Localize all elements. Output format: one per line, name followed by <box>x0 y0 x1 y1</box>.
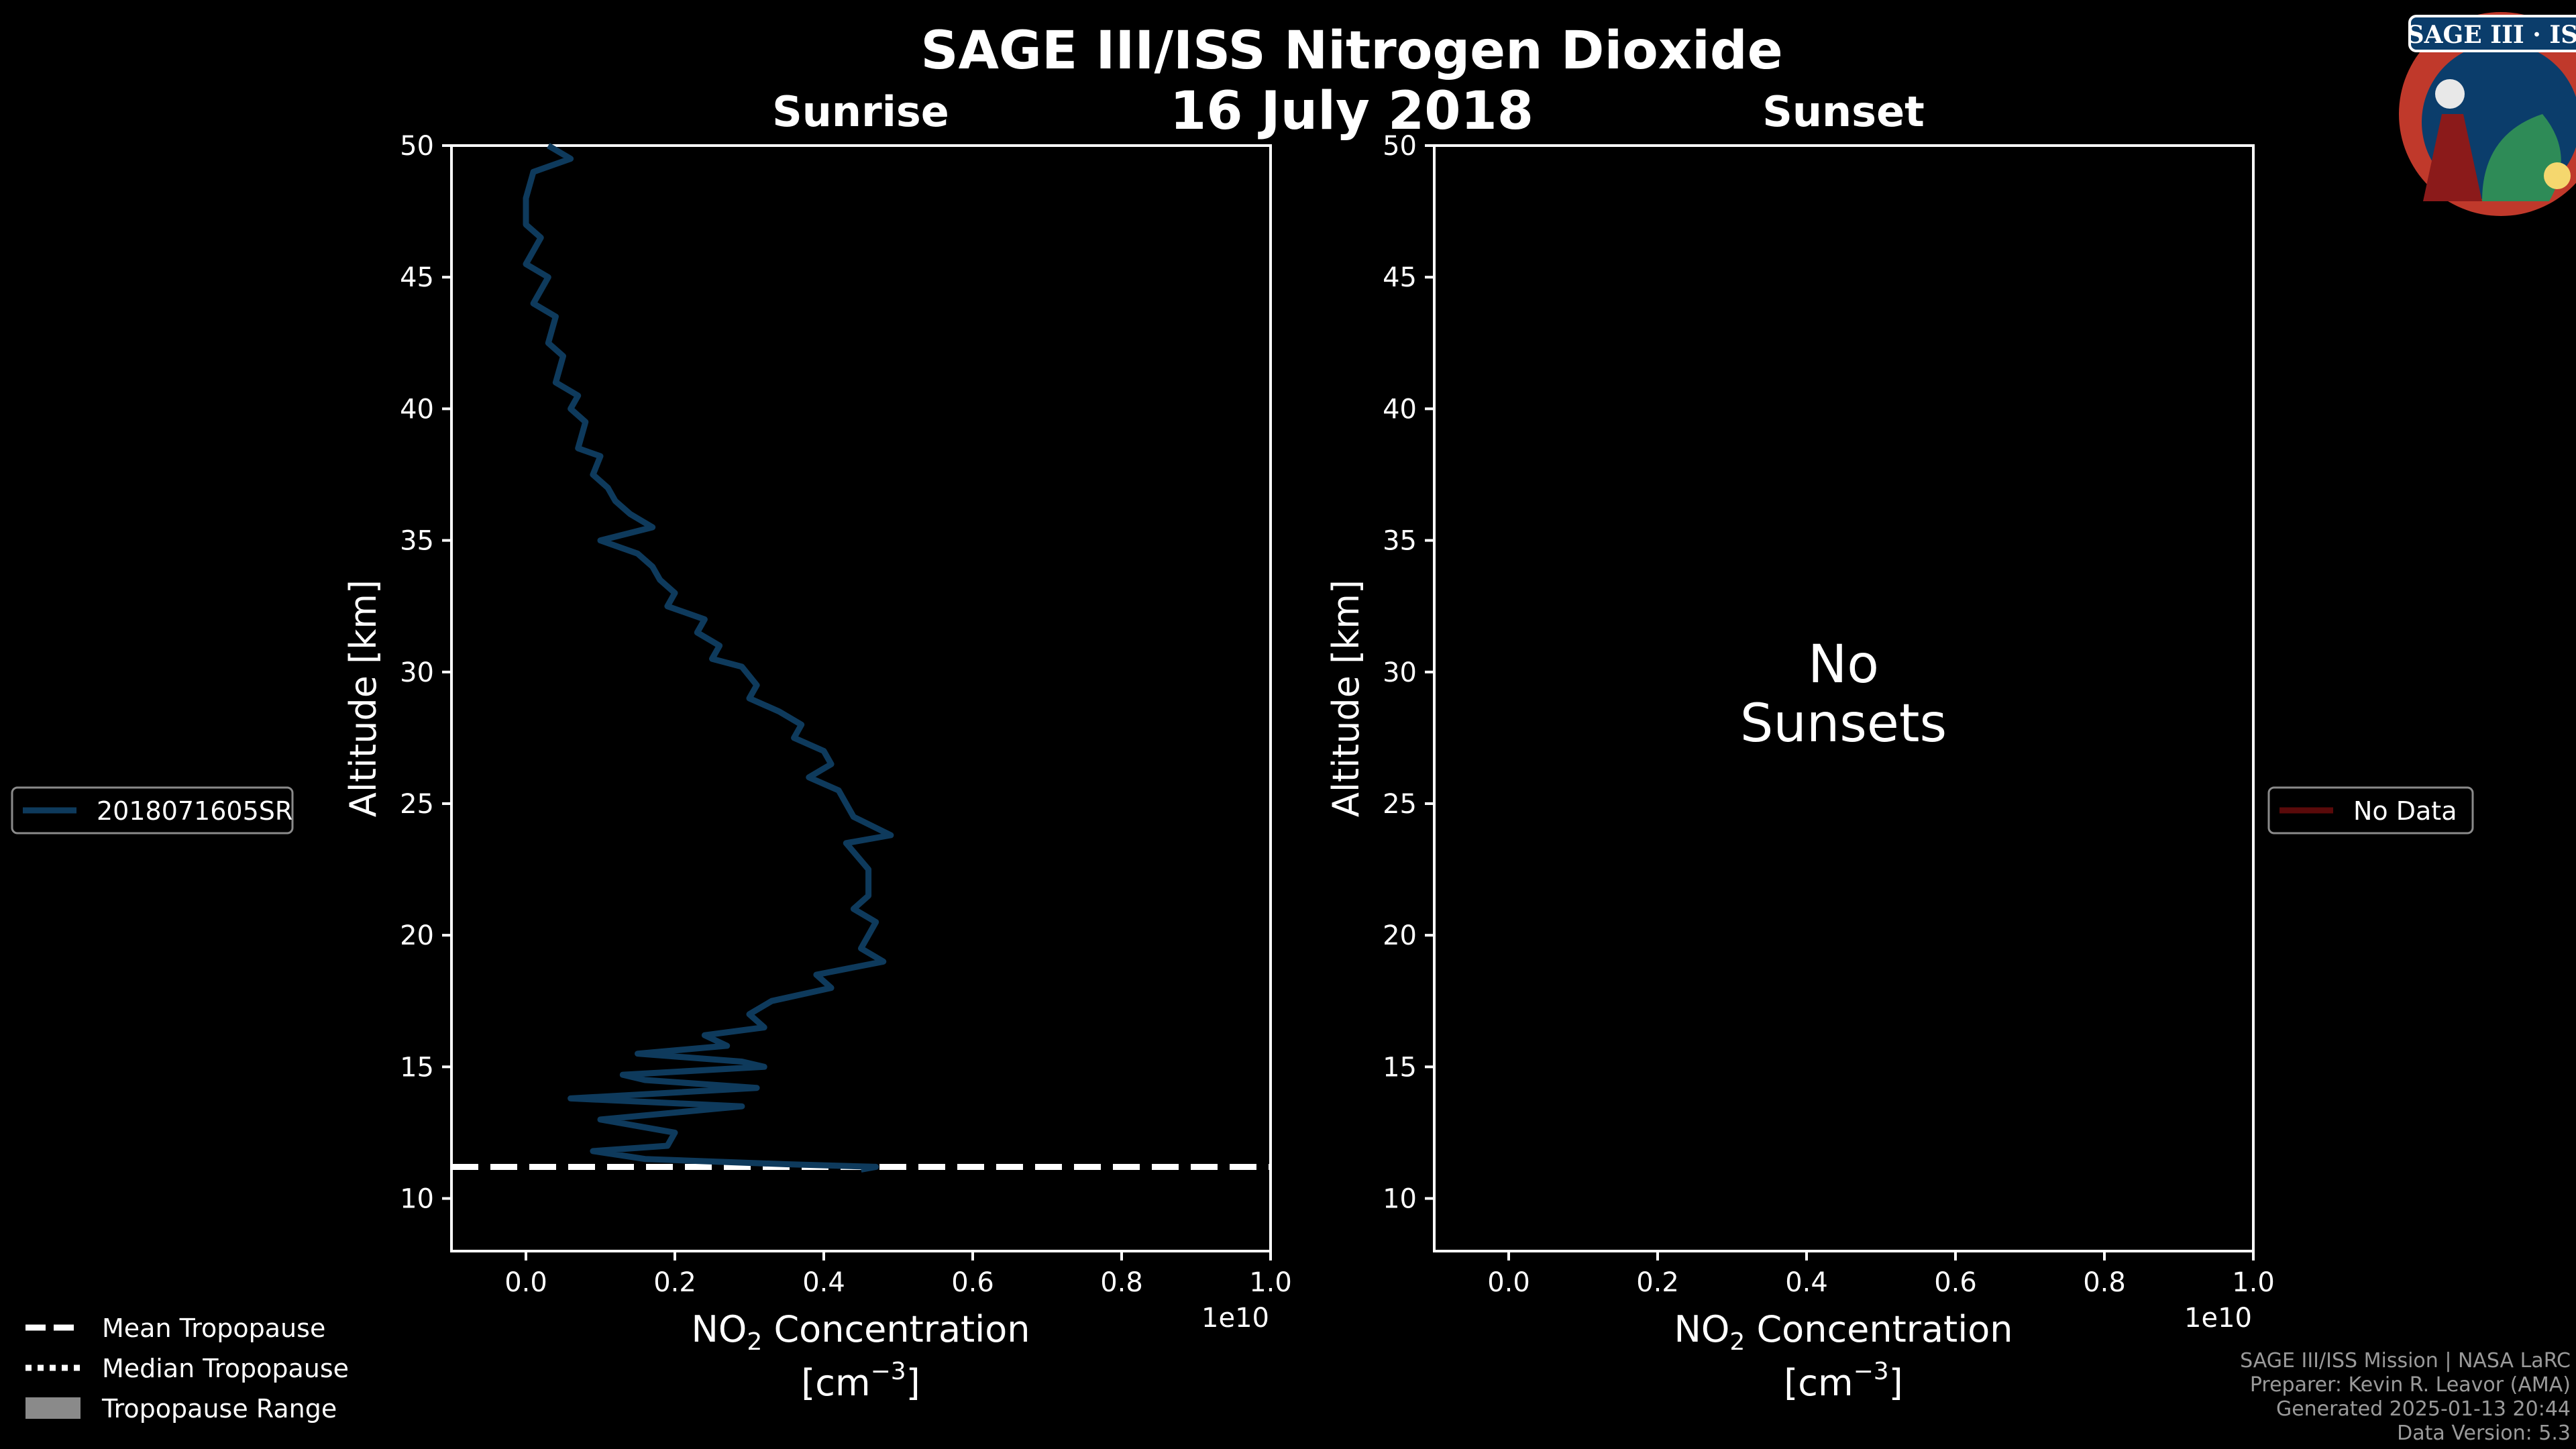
sunrise-y-tick-label: 10 <box>400 1184 434 1215</box>
sunset-x-tick-label: 0.0 <box>1487 1267 1530 1298</box>
sunset-y-tick-label: 25 <box>1383 789 1417 820</box>
footer-line-1: SAGE III/ISS Mission | NASA LaRC <box>2240 1349 2571 1373</box>
sunset-plot-area <box>1433 144 2255 1252</box>
sunrise-xlabel-sub: 2 <box>747 1328 762 1356</box>
no-data-legend-label: No Data <box>2353 796 2457 826</box>
sunrise-x-ticks: 0.0 0.2 0.4 0.6 0.8 1.0 <box>504 1251 1292 1298</box>
figure-date: 16 July 2018 <box>1170 81 1534 142</box>
sunrise-panel: 10 15 20 25 30 35 40 45 50 0.0 0.2 0.4 0.6 0.8 1.0 Al… <box>342 131 1292 1404</box>
sunset-y-tick-label: 20 <box>1383 920 1417 951</box>
sunset-y-tick-label: 40 <box>1383 394 1417 425</box>
sunrise-y-tick-label: 20 <box>400 920 434 951</box>
sunrise-x-tick-label: 0.4 <box>802 1267 845 1298</box>
sunset-no-data-line2: Sunsets <box>1740 694 1947 754</box>
sunset-y-tick-label: 15 <box>1383 1052 1417 1083</box>
sunrise-y-tick-label: 40 <box>400 394 434 425</box>
logo-figure-icon <box>2423 114 2482 201</box>
footer-line-3: Generated 2025-01-13 20:44 <box>2276 1397 2571 1421</box>
sunrise-x-scale-label: 1e10 <box>1201 1303 1269 1334</box>
tropopause-range-swatch <box>25 1397 80 1419</box>
sunrise-x-axis-label: NO2 Concentration <box>692 1308 1030 1356</box>
sunset-y-tick-label: 10 <box>1383 1184 1417 1215</box>
sunrise-y-tick-label: 50 <box>400 131 434 162</box>
sunset-xunit-sup: −3 <box>1854 1358 1889 1385</box>
logo-earth-icon <box>2482 114 2561 201</box>
sunset-x-unit: [cm−3] <box>1784 1358 1903 1404</box>
sunrise-xlabel-rest: Concentration <box>762 1308 1030 1350</box>
sunset-xlabel-sub: 2 <box>1729 1328 1745 1356</box>
series-legend: 2018071605SR <box>11 786 294 835</box>
sunrise-y-tick-label: 30 <box>400 657 434 688</box>
sunrise-xlabel-main: NO <box>692 1308 747 1350</box>
sunrise-xunit-sup: −3 <box>871 1358 906 1385</box>
logo-moon-icon <box>2435 79 2465 109</box>
mean-tropopause-label: Mean Tropopause <box>102 1313 325 1343</box>
sunset-y-tick-label: 30 <box>1383 657 1417 688</box>
sunrise-x-tick-label: 0.8 <box>1100 1267 1143 1298</box>
sunrise-plot-area <box>450 144 1272 1252</box>
sunrise-y-axis-label: Altitude [km] <box>342 580 384 817</box>
sunset-y-tick-label: 35 <box>1383 526 1417 557</box>
sunrise-x-unit: [cm−3] <box>801 1358 920 1404</box>
sunrise-panel-title: Sunrise <box>772 87 949 136</box>
logo-sun-icon <box>2544 162 2571 189</box>
footer-line-4: Data Version: 5.3 <box>2397 1421 2571 1445</box>
sunset-panel-title: Sunset <box>1762 87 1925 136</box>
tropopause-legend: Mean Tropopause Median Tropopause Tropop… <box>25 1313 349 1424</box>
sunrise-profile-line <box>523 143 894 1173</box>
sunrise-xunit-close: ] <box>906 1362 920 1404</box>
sunset-xunit-open: [cm <box>1784 1362 1853 1404</box>
sunset-x-tick-label: 0.2 <box>1636 1267 1679 1298</box>
sunset-panel: 10 15 20 25 30 35 40 45 50 0.0 0.2 0.4 0.6 0.8 1.0 No… <box>1325 131 2275 1404</box>
sunrise-x-tick-label: 1.0 <box>1249 1267 1292 1298</box>
figure-title: SAGE III/ISS Nitrogen Dioxide <box>920 21 1782 81</box>
median-tropopause-label: Median Tropopause <box>102 1354 349 1383</box>
sunset-x-tick-label: 0.6 <box>1934 1267 1977 1298</box>
sunrise-y-tick-label: 15 <box>400 1052 434 1083</box>
sunset-x-ticks: 0.0 0.2 0.4 0.6 0.8 1.0 <box>1487 1251 2275 1298</box>
series-legend-box <box>11 786 294 835</box>
series-legend-label: 2018071605SR <box>97 796 292 826</box>
sage-iii-iss-logo: SAGE III · ISS <box>2399 12 2576 216</box>
sunrise-xunit-open: [cm <box>801 1362 870 1404</box>
sunset-x-scale-label: 1e10 <box>2184 1303 2252 1334</box>
tropopause-range-label: Tropopause Range <box>101 1394 337 1424</box>
sunrise-y-tick-label: 25 <box>400 789 434 820</box>
footer-line-2: Preparer: Kevin R. Leavor (AMA) <box>2250 1373 2571 1397</box>
sunset-y-ticks: 10 15 20 25 30 35 40 45 50 <box>1383 131 1434 1215</box>
sunset-xlabel-rest: Concentration <box>1745 1308 2012 1350</box>
sunset-no-data-line1: No <box>1808 635 1879 695</box>
sunset-y-tick-label: 50 <box>1383 131 1417 162</box>
sunset-xlabel-main: NO <box>1674 1308 1730 1350</box>
sunrise-y-tick-label: 45 <box>400 262 434 293</box>
sunset-x-axis-label: NO2 Concentration <box>1674 1308 2013 1356</box>
sunset-x-tick-label: 1.0 <box>2232 1267 2275 1298</box>
no-data-legend-box <box>2267 786 2474 835</box>
sunrise-y-ticks: 10 15 20 25 30 35 40 45 50 <box>400 131 451 1215</box>
sunset-x-tick-label: 0.4 <box>1785 1267 1828 1298</box>
logo-text: SAGE III · ISS <box>2407 21 2576 49</box>
logo-banner <box>2408 15 2576 52</box>
sunset-x-tick-label: 0.8 <box>2083 1267 2126 1298</box>
sunrise-x-tick-label: 0.6 <box>951 1267 994 1298</box>
sunset-xunit-close: ] <box>1889 1362 1903 1404</box>
sunrise-x-tick-label: 0.2 <box>653 1267 696 1298</box>
sunrise-y-tick-label: 35 <box>400 526 434 557</box>
sunset-y-axis-label: Altitude [km] <box>1325 580 1367 817</box>
sunrise-x-tick-label: 0.0 <box>504 1267 547 1298</box>
no-data-legend: No Data <box>2267 786 2474 835</box>
sunset-y-tick-label: 45 <box>1383 262 1417 293</box>
